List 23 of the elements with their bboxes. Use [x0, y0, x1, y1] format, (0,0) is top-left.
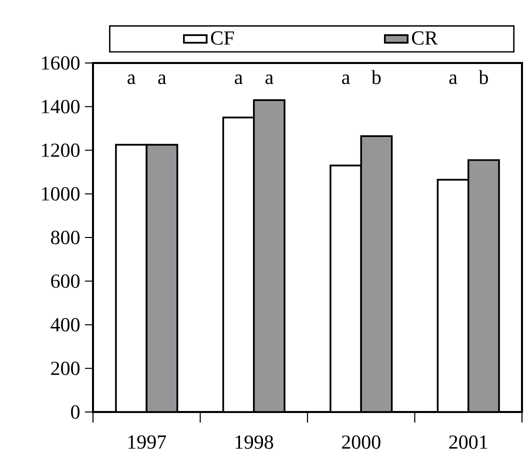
- y-tick-label: 200: [51, 362, 80, 376]
- x-tick-label: 1997: [128, 435, 166, 449]
- annotation: b: [371, 70, 381, 84]
- y-tick-label: 0: [71, 405, 80, 419]
- y-tick-label: 400: [50, 318, 80, 332]
- y-tick-label: 1000: [42, 187, 80, 201]
- annotation: a: [128, 74, 136, 84]
- annotation: a: [158, 74, 166, 84]
- y-tick-label: 1200: [42, 144, 80, 157]
- legend-label: CR: [412, 31, 438, 45]
- annotation: b: [478, 70, 488, 84]
- annotation: a: [265, 74, 274, 84]
- x-tick-label: 2000: [342, 435, 380, 449]
- y-tick-label: 600: [51, 274, 80, 288]
- x-tick-label: 1998: [236, 435, 274, 449]
- legend-label: CF: [211, 31, 234, 45]
- annotation: a: [449, 74, 458, 84]
- annotation: a: [234, 74, 243, 84]
- y-tick-label: 800: [51, 230, 80, 244]
- y-tick-label: 1400: [42, 100, 80, 114]
- y-tick-label: 1600: [42, 56, 80, 70]
- annotation: a: [342, 74, 350, 84]
- x-tick-label: 2001: [449, 435, 488, 449]
